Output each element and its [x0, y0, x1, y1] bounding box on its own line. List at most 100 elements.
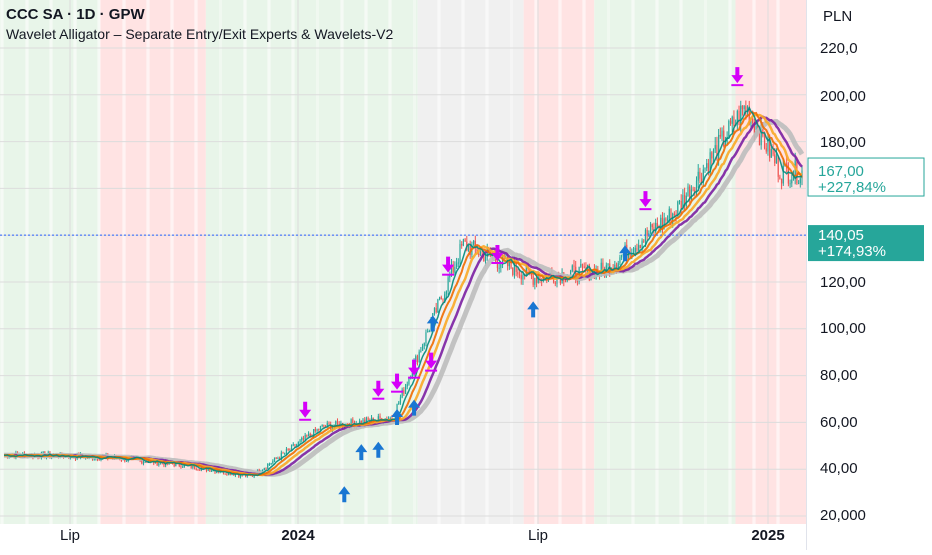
candle-body — [336, 421, 339, 424]
regime-stripe — [98, 0, 101, 524]
regime-stripe — [341, 0, 344, 524]
candle-body — [294, 444, 296, 447]
regime-stripe — [461, 0, 464, 524]
regime-stripe — [1, 0, 4, 524]
candle-body — [403, 389, 405, 394]
candle-body — [631, 254, 633, 257]
candle-body — [760, 123, 762, 146]
candle-body — [251, 475, 254, 477]
candle-body — [199, 469, 201, 471]
regime-stripe — [728, 0, 731, 524]
candle-body — [93, 458, 95, 460]
candle-body — [661, 217, 664, 228]
candle-body — [649, 224, 652, 234]
candle-body — [525, 265, 527, 276]
candle-body — [415, 356, 417, 362]
candle-body — [302, 437, 305, 440]
candle-body — [687, 186, 689, 196]
candle-body — [326, 423, 328, 428]
candle-body — [42, 452, 44, 454]
candle-body — [367, 417, 369, 421]
sell-arrow-icon — [731, 67, 744, 84]
candle-body — [438, 297, 441, 300]
candle-body — [420, 350, 422, 352]
candle-body — [663, 218, 665, 228]
candle-body — [421, 345, 424, 351]
y-tick-label: 180,00 — [820, 134, 866, 151]
regime-stripe — [147, 0, 150, 524]
regime-stripe — [244, 0, 247, 524]
sell-arrow-icon — [425, 352, 438, 369]
regime-stripe — [122, 0, 125, 524]
sell-arrow-marker — [391, 373, 404, 393]
x-tick-label: 2024 — [281, 527, 315, 544]
regime-stripe — [656, 0, 659, 524]
candle-body — [142, 461, 145, 464]
candle-body — [173, 463, 175, 467]
candle-body — [741, 105, 744, 110]
regime-stripe — [243, 0, 246, 524]
candle-body — [522, 274, 524, 280]
sell-arrow-icon — [408, 359, 421, 376]
candle-body — [328, 423, 330, 425]
candle-body — [704, 168, 706, 170]
candle-body — [701, 178, 703, 183]
candle-body — [789, 183, 791, 185]
candle-body — [602, 262, 604, 269]
candle-body — [180, 465, 182, 468]
candle-body — [706, 163, 708, 169]
regime-stripe — [776, 0, 779, 524]
candle-body — [226, 473, 228, 475]
candle-body — [500, 264, 502, 268]
candle-body — [224, 473, 226, 475]
candle-body — [442, 299, 444, 301]
regime-stripe — [679, 0, 682, 524]
candle-body — [279, 458, 281, 460]
regime-stripe — [462, 0, 465, 524]
sell-arrow-marker — [731, 67, 744, 87]
candle-body — [678, 200, 681, 202]
sell-arrow-marker — [442, 256, 455, 276]
candle-body — [699, 171, 701, 179]
candle-body — [680, 200, 682, 209]
candle-body — [238, 474, 240, 477]
regime-stripe — [268, 0, 271, 524]
candle-body — [549, 272, 551, 275]
alligator-lines — [4, 106, 805, 477]
candle-body — [629, 253, 631, 257]
candle-body — [272, 460, 274, 464]
candle-body — [780, 178, 783, 184]
candle-body — [425, 332, 427, 344]
candle-body — [210, 470, 213, 472]
candle-body — [454, 267, 456, 273]
candle-body — [782, 166, 784, 184]
candle-body — [440, 297, 442, 300]
candle-body — [216, 471, 218, 473]
candle-body — [306, 434, 308, 437]
candle-body — [539, 277, 541, 280]
candle-body — [447, 277, 449, 292]
sell-arrow-marker — [408, 359, 421, 379]
buy-arrow-icon — [527, 301, 540, 318]
candle-body — [192, 464, 194, 468]
price-axis: PLN 220,0 200,00 180,00 120,00 100,00 80,00 60,… — [820, 8, 866, 524]
buy-arrow-marker — [338, 486, 351, 503]
candle-body — [534, 277, 536, 285]
candle-body — [675, 213, 677, 216]
candle-body — [609, 263, 611, 275]
candle-body — [411, 373, 413, 379]
candle-body — [408, 378, 410, 385]
regime-stripe — [292, 0, 295, 524]
candle-body — [314, 429, 316, 432]
sell-arrow-marker — [299, 401, 312, 421]
candle-body — [731, 116, 733, 124]
candle-body — [404, 386, 407, 394]
candle-body — [457, 262, 459, 264]
candle-body — [270, 463, 272, 465]
candle-body — [182, 466, 184, 468]
candle-body — [318, 429, 320, 431]
candle-body — [721, 130, 723, 137]
candle-body — [364, 419, 366, 424]
